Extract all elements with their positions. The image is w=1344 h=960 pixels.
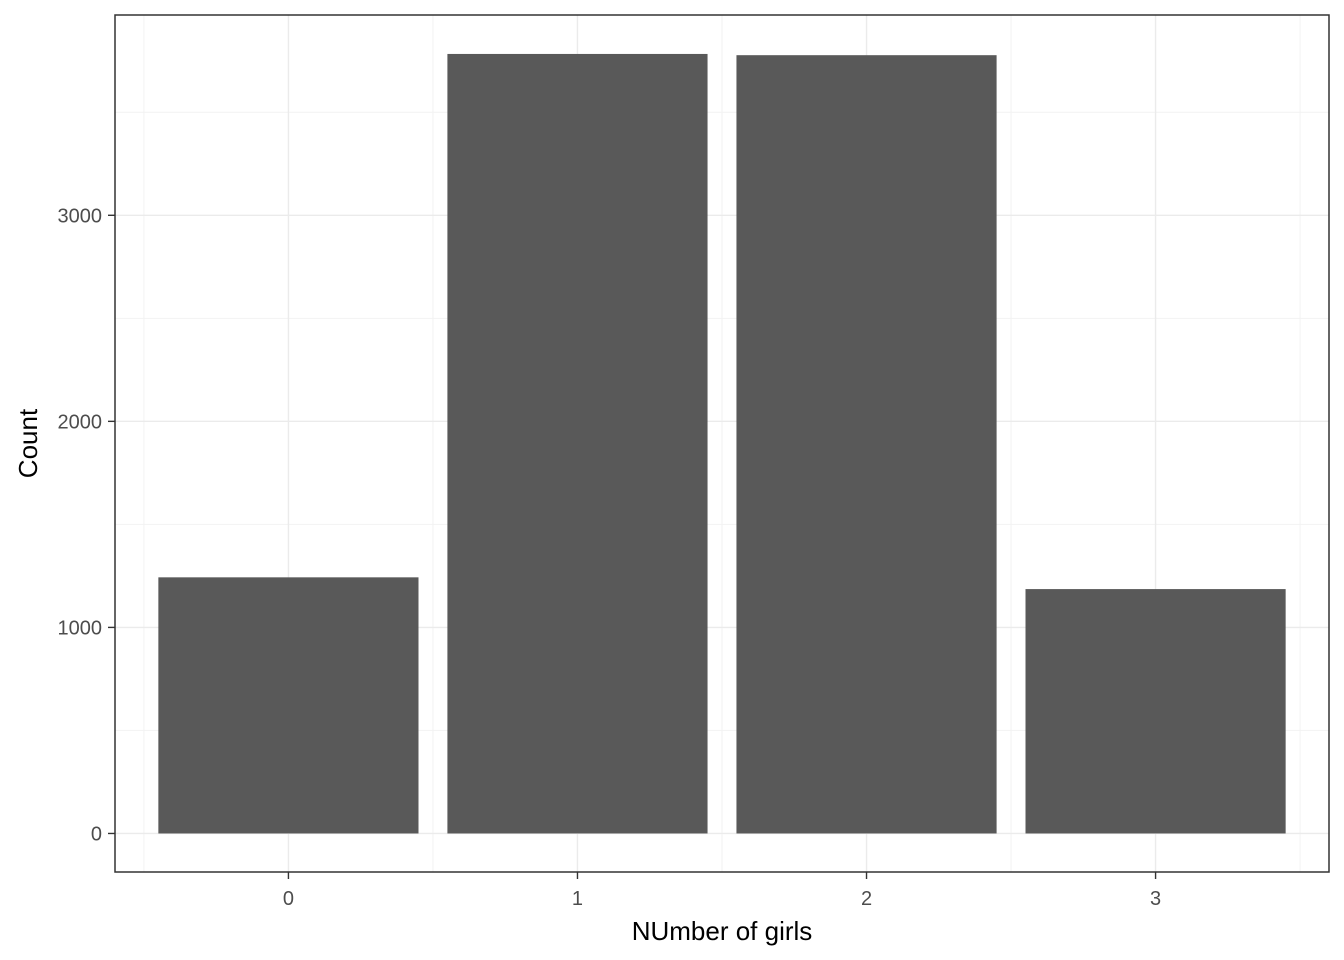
- y-tick-label: 0: [91, 823, 102, 845]
- bar-3: [1025, 589, 1286, 834]
- bar-0: [158, 577, 419, 834]
- y-tick-label: 1000: [58, 617, 103, 639]
- y-axis: 0 1000 2000 3000: [58, 205, 115, 845]
- x-tick-label: 1: [572, 888, 583, 910]
- panel-border: [114, 14, 1330, 873]
- y-tick-label: 2000: [58, 411, 103, 433]
- y-tick-label: 3000: [58, 205, 103, 227]
- x-axis-title: NUmber of girls: [632, 916, 813, 946]
- bar-2: [736, 55, 997, 834]
- x-tick-label: 0: [283, 888, 294, 910]
- bars: [158, 53, 1286, 834]
- x-axis: 0 1 2 3: [283, 872, 1161, 910]
- x-tick-label: 2: [861, 888, 872, 910]
- bar-1: [447, 53, 708, 834]
- x-tick-label: 3: [1150, 888, 1161, 910]
- y-axis-title: Count: [13, 408, 43, 478]
